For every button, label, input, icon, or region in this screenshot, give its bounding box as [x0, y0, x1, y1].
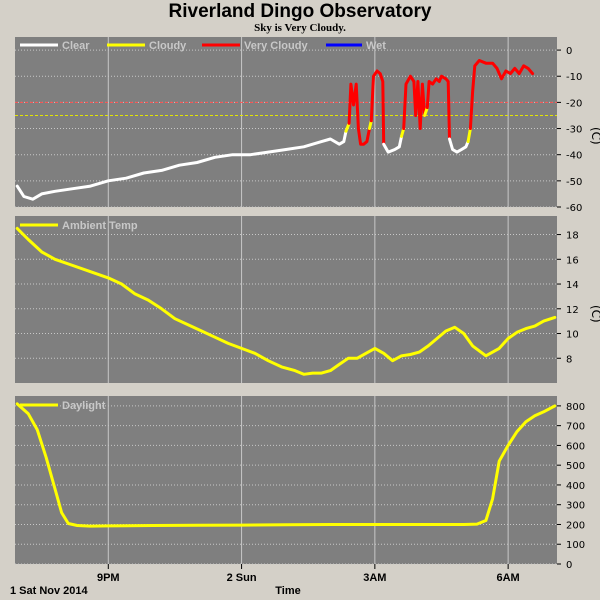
tick-layer: 0 -10 -20 -30 -40 -50 -60 8 10 12 14 16 18 0 100 200 300…	[97, 46, 585, 584]
legend-label-clear: Clear	[62, 40, 90, 52]
legend-label-very-cloudy: Very Cloudy	[244, 40, 308, 52]
x-axis-title: Time	[275, 585, 300, 597]
sky-segment-very_cloudy	[402, 74, 427, 130]
series-layer	[15, 59, 557, 528]
start-date-label: 1 Sat Nov 2014	[10, 585, 89, 597]
sky-segment-very_cloudy	[425, 74, 451, 141]
y-tick-label: 400	[566, 481, 585, 492]
sky-segment-very_cloudy	[369, 69, 386, 146]
ambient-panel-bg	[15, 216, 557, 383]
y-tick-label: 16	[566, 255, 579, 266]
series-line	[15, 402, 557, 528]
series-line	[15, 226, 557, 376]
y-tick-label: 18	[566, 231, 579, 242]
y-tick-label: 100	[566, 540, 585, 551]
legend-label-cloudy: Cloudy	[149, 40, 187, 52]
sky-ylabel: (C)	[589, 127, 600, 145]
sky-status-subtitle: Sky is Very Cloudy.	[254, 22, 346, 34]
x-tick-label: 2 Sun	[227, 572, 257, 584]
y-tick-label: 8	[566, 354, 572, 365]
daylight-legend: Daylight	[20, 400, 106, 412]
legend-label-wet: Wet	[366, 40, 386, 52]
sky-panel-bg	[15, 37, 557, 207]
x-tick-label: 3AM	[363, 572, 386, 584]
legend-label-ambient: Ambient Temp	[62, 220, 138, 232]
sky-segment-very_cloudy	[347, 82, 371, 146]
ambient-legend: Ambient Temp	[20, 220, 138, 232]
sky-segment-clear	[448, 137, 470, 154]
y-tick-label: 14	[566, 280, 579, 291]
y-tick-label: 200	[566, 520, 585, 531]
y-tick-label: 10	[566, 330, 579, 341]
y-tick-label: -60	[566, 203, 582, 214]
y-tick-label: -20	[566, 98, 582, 109]
threshold-layer	[15, 101, 557, 116]
x-tick-label: 6AM	[497, 572, 520, 584]
y-tick-label: -50	[566, 177, 582, 188]
sky-segment-very_cloudy	[468, 59, 535, 130]
y-tick-label: 800	[566, 402, 585, 413]
grid-layer	[15, 37, 557, 565]
sky-segment-cloudy	[466, 127, 472, 144]
y-tick-label: 0	[566, 46, 572, 57]
sky-segment-clear	[15, 129, 348, 201]
sky-segment-clear	[382, 134, 403, 154]
y-tick-label: 12	[566, 305, 579, 316]
y-tick-label: 600	[566, 441, 585, 452]
x-tick-label: 9PM	[97, 572, 120, 584]
y-tick-label: 0	[566, 560, 572, 571]
sky-legend: Clear Cloudy Very Cloudy Wet	[20, 40, 386, 52]
daylight-panel-bg	[15, 396, 557, 564]
ambient-ylabel: (C)	[589, 305, 600, 323]
y-tick-label: -30	[566, 125, 582, 136]
legend-label-daylight: Daylight	[62, 400, 106, 412]
y-tick-label: 500	[566, 461, 585, 472]
y-tick-label: 300	[566, 501, 585, 512]
y-tick-label: -10	[566, 72, 582, 83]
page-title: Riverland Dingo Observatory	[168, 1, 432, 22]
y-tick-label: 700	[566, 422, 585, 433]
y-tick-label: -40	[566, 151, 582, 162]
